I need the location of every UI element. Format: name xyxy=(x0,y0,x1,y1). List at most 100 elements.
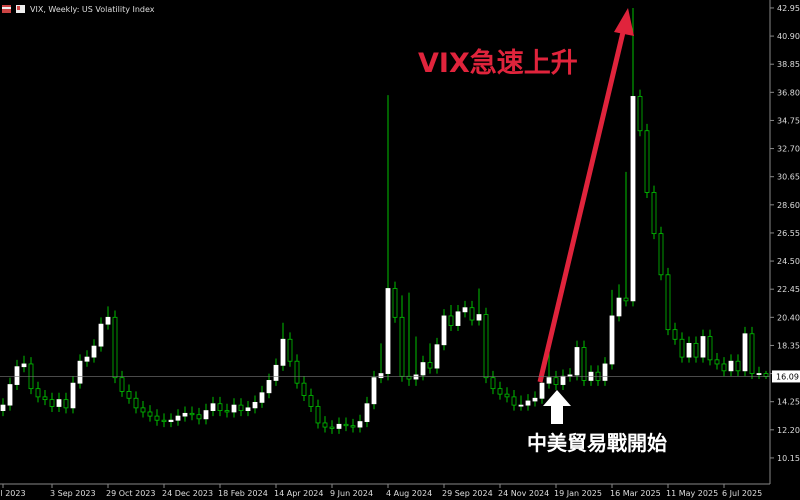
candle-body xyxy=(189,412,195,416)
arrow xyxy=(537,27,627,383)
candle-body xyxy=(455,311,461,326)
candle-body xyxy=(63,399,69,409)
price-label-box xyxy=(772,370,800,383)
icon xyxy=(17,6,20,10)
candle-body xyxy=(252,401,258,409)
x-tick-label: 6 Jul 2025 xyxy=(722,489,762,498)
candle-body xyxy=(203,410,209,420)
candle-body xyxy=(721,363,727,372)
annotation: VIX急速上升 xyxy=(418,47,578,79)
candle-body xyxy=(308,395,314,407)
chart-title: VIX, Weekly: US Volatility Index xyxy=(30,5,155,14)
icon xyxy=(2,7,11,9)
plot xyxy=(0,7,769,434)
candle-body xyxy=(336,423,342,429)
candle-body xyxy=(476,314,482,321)
x-tick-label: 19 Jan 2025 xyxy=(554,489,602,498)
candle-body xyxy=(707,336,713,361)
candle-body xyxy=(14,366,20,385)
candle-body xyxy=(84,356,90,362)
arrow-head xyxy=(614,8,634,36)
candle-body xyxy=(147,411,153,417)
candle-body xyxy=(644,130,650,193)
candle-body xyxy=(35,388,41,398)
candle-body xyxy=(497,388,503,395)
candle-body xyxy=(210,403,216,412)
y-tick-label: 12.20 xyxy=(777,426,800,435)
candle-body xyxy=(49,399,55,407)
arrow xyxy=(543,390,571,424)
candle-body xyxy=(574,347,580,376)
y-tick-label: 26.55 xyxy=(777,229,800,238)
candle-body xyxy=(504,393,510,398)
candle-body xyxy=(658,233,664,276)
y-tick-label: 20.40 xyxy=(777,313,800,322)
candle-body xyxy=(56,399,62,407)
candle-body xyxy=(413,374,419,380)
y-tick-label: 36.80 xyxy=(777,88,800,97)
candle-body xyxy=(665,274,671,331)
y-tick-label: 28.60 xyxy=(777,201,800,210)
candle-body xyxy=(343,423,349,427)
candle-body xyxy=(175,415,181,421)
candle-body xyxy=(469,307,475,321)
candle-body xyxy=(154,415,160,421)
y-tick-label: 30.65 xyxy=(777,173,800,182)
candle-body xyxy=(224,410,230,413)
candle-body xyxy=(126,390,132,399)
candle-body xyxy=(105,316,111,325)
candle-body xyxy=(539,382,545,399)
candle-body xyxy=(441,315,447,346)
y-tick-label: 10.15 xyxy=(777,454,800,463)
candle-body xyxy=(490,377,496,390)
candle-body xyxy=(329,426,335,429)
x-tick-label: 14 Apr 2024 xyxy=(274,489,323,498)
x-tick-label: 9 Jun 2024 xyxy=(330,489,373,498)
y-tick-label: 22.45 xyxy=(777,285,800,294)
candle-body xyxy=(392,288,398,318)
candle-body xyxy=(112,316,118,379)
candle-body xyxy=(567,374,573,377)
x-tick-label: 24 Dec 2023 xyxy=(162,489,213,498)
candle-body xyxy=(693,342,699,358)
candle-body xyxy=(518,404,524,407)
x-tick-label: 29 Oct 2023 xyxy=(106,489,155,498)
y-tick-label: 18.35 xyxy=(777,341,800,350)
y-tick-label: 24.50 xyxy=(777,257,800,266)
candle-body xyxy=(749,333,755,374)
candle-body xyxy=(364,403,370,422)
candle-body xyxy=(273,364,279,381)
x-tick-label: 16 Mar 2025 xyxy=(610,489,661,498)
price-label: 16.09 xyxy=(776,372,799,381)
icon xyxy=(16,5,25,13)
candle-body xyxy=(434,344,440,369)
candle-body xyxy=(294,360,300,384)
candle-body xyxy=(70,382,76,409)
x-tick-label: 24 Nov 2024 xyxy=(498,489,549,498)
candle-body xyxy=(546,377,552,384)
candle-body xyxy=(679,338,685,358)
candle-body xyxy=(217,403,223,412)
candle-body xyxy=(630,96,636,302)
y-tick-label: 38.85 xyxy=(777,60,800,69)
candle-body xyxy=(7,384,13,406)
candle-body xyxy=(357,421,363,428)
candle-body xyxy=(161,419,167,422)
x-tick-label: 3 Sep 2023 xyxy=(50,489,96,498)
candle-body xyxy=(196,414,202,420)
candle-body xyxy=(350,425,356,428)
candle-body xyxy=(266,380,272,394)
header-icons xyxy=(2,5,25,13)
x-tick-label: 18 Feb 2024 xyxy=(218,489,268,498)
candle-body xyxy=(280,338,286,366)
candle-body xyxy=(511,396,517,406)
candle-body xyxy=(602,363,608,381)
candle-body xyxy=(77,360,83,384)
y-tick-label: 14.25 xyxy=(777,398,800,407)
candle-body xyxy=(427,362,433,369)
candle-body xyxy=(245,407,251,412)
candle-body xyxy=(231,404,237,413)
candle-body xyxy=(756,373,762,375)
